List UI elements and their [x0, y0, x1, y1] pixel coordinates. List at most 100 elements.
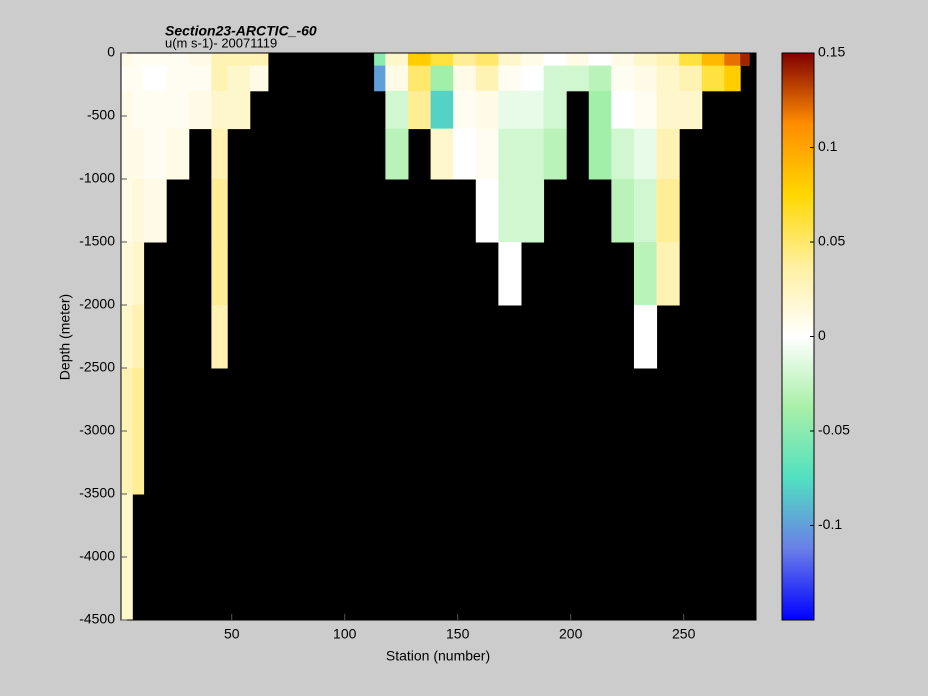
colorbar-tick-label: 0	[818, 327, 826, 343]
cell	[520, 53, 545, 67]
cell	[211, 242, 228, 306]
cell	[740, 53, 750, 67]
chart-title: Section23-ARCTIC_-60	[165, 23, 317, 39]
colorbar-tick-label: 0.05	[818, 233, 845, 249]
cell	[385, 128, 409, 180]
y-tick-label: -1000	[79, 170, 115, 186]
cell	[430, 65, 454, 92]
cell	[407, 90, 432, 130]
cell	[679, 53, 703, 67]
y-axis-label: Depth (meter)	[57, 294, 73, 380]
cell	[475, 53, 499, 67]
cell	[543, 53, 567, 67]
cell	[656, 128, 680, 180]
cell	[227, 90, 251, 130]
y-tick-label: -3500	[79, 485, 115, 501]
cell	[188, 90, 212, 130]
cell	[121, 305, 133, 369]
y-tick-label: -3000	[79, 422, 115, 438]
cell	[633, 53, 658, 67]
cell	[633, 65, 658, 92]
cell	[498, 242, 522, 306]
cell	[430, 128, 454, 180]
cell	[121, 179, 133, 243]
cell	[543, 90, 567, 130]
cell	[633, 305, 658, 369]
cell	[701, 53, 725, 67]
cell	[227, 53, 251, 67]
cell	[656, 242, 680, 306]
cell	[520, 128, 545, 180]
cell	[374, 53, 386, 67]
cell	[211, 65, 228, 92]
cell	[385, 53, 409, 67]
cell	[453, 128, 477, 180]
cell	[588, 65, 612, 92]
y-tick-label: -4000	[79, 548, 115, 564]
chart-subtitle: u(m s-1)- 20071119	[165, 35, 277, 50]
cell	[475, 179, 499, 243]
cell	[211, 179, 228, 243]
cell	[166, 53, 190, 67]
cell	[453, 90, 477, 130]
cell	[249, 53, 269, 67]
cell	[498, 179, 522, 243]
cell	[249, 65, 269, 92]
colorbar	[781, 52, 815, 621]
cell	[453, 65, 477, 92]
cell	[633, 90, 658, 130]
cell	[679, 65, 703, 92]
cell	[475, 65, 499, 92]
cell	[588, 53, 612, 67]
cell	[701, 65, 725, 92]
cell	[143, 65, 167, 92]
cell	[679, 90, 703, 130]
cell	[430, 53, 454, 67]
colorbar-tick-label: -0.05	[818, 422, 850, 438]
cell	[166, 65, 190, 92]
cell	[724, 53, 741, 67]
cell	[211, 305, 228, 369]
cell	[498, 53, 522, 67]
cell	[143, 128, 167, 180]
y-tick-label: -2500	[79, 359, 115, 375]
cell	[188, 65, 212, 92]
cell	[520, 90, 545, 130]
cell	[132, 53, 145, 67]
cell	[633, 179, 658, 243]
cell	[588, 128, 612, 180]
cell	[227, 65, 251, 92]
cell	[121, 53, 133, 67]
cell	[520, 65, 545, 92]
cell	[611, 128, 635, 180]
cell	[121, 242, 133, 306]
cell	[385, 65, 409, 92]
y-tick-label: -500	[87, 107, 115, 123]
cell	[132, 305, 145, 369]
cell	[430, 90, 454, 130]
cell	[520, 179, 545, 243]
cell	[543, 65, 567, 92]
colorbar-tick-label: 0.1	[818, 138, 838, 154]
x-tick-label: 100	[333, 626, 357, 642]
cell	[588, 90, 612, 130]
y-tick-label: -2000	[79, 296, 115, 312]
cell	[724, 65, 741, 92]
cell	[385, 90, 409, 130]
cell	[132, 179, 145, 243]
cell	[166, 90, 190, 130]
cell	[121, 128, 133, 180]
cell	[475, 128, 499, 180]
y-tick-label: 0	[107, 44, 115, 60]
cell	[566, 65, 590, 92]
cell	[656, 65, 680, 92]
cell	[121, 90, 133, 130]
cell	[188, 53, 212, 67]
cell	[611, 65, 635, 92]
x-tick-label: 150	[446, 626, 470, 642]
cell	[143, 179, 167, 243]
cell	[407, 53, 432, 67]
plot-frame	[120, 52, 757, 621]
